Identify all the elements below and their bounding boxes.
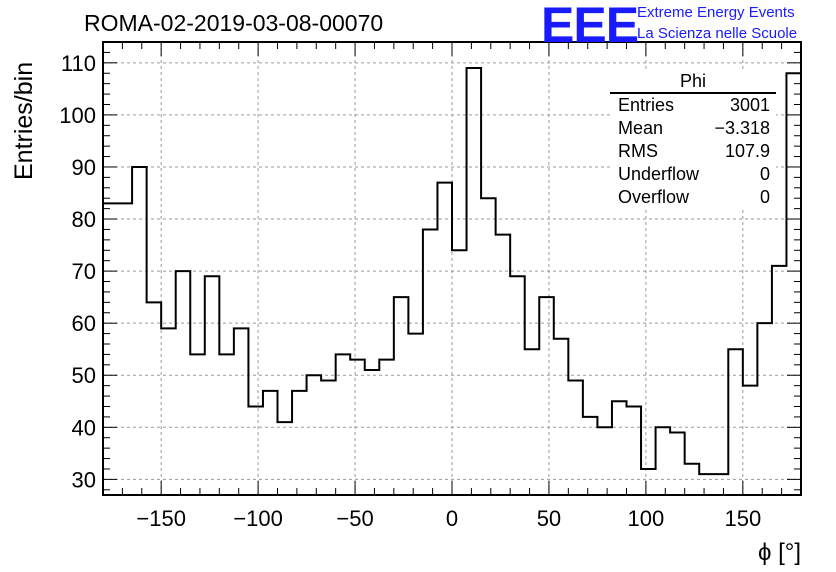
stats-label: RMS <box>618 141 658 161</box>
stats-value: 0 <box>759 187 770 207</box>
axis-ticks <box>102 41 802 495</box>
y-tick-label: 110 <box>61 51 96 76</box>
logo-subtitle-line2: La Scienza nelle Scuole <box>637 25 798 42</box>
histogram-line <box>103 42 802 476</box>
stats-row: Entries 3001 <box>610 94 776 117</box>
stats-row: RMS 107.9 <box>610 140 776 163</box>
logo-subtitle-line1: Extreme Energy Events <box>637 4 795 21</box>
x-tick-label: 150 <box>724 506 761 531</box>
y-tick-label: 40 <box>72 415 96 440</box>
y-tick-labels: 30 40 50 60 70 80 90 100 110 <box>59 51 96 493</box>
stats-box: Phi Entries 3001 Mean −3.318 RMS 107.9 Unde… <box>610 70 776 209</box>
eee-logo: EEE <box>541 0 639 53</box>
y-tick-label: 30 <box>72 467 96 492</box>
stats-label: Overflow <box>618 187 690 207</box>
stats-row: Overflow 0 <box>610 186 776 209</box>
x-axis-label: ϕ [°] <box>758 539 801 566</box>
plot-frame <box>102 41 802 496</box>
x-tick-labels: −150 −100 −50 0 50 100 150 <box>136 506 761 531</box>
stats-label: Mean <box>618 118 664 138</box>
stats-label: Underflow <box>618 164 700 184</box>
x-tick-label: 50 <box>537 506 561 531</box>
y-tick-label: 100 <box>59 103 96 128</box>
stats-row: Mean −3.318 <box>610 117 776 140</box>
y-tick-label: 90 <box>72 155 96 180</box>
x-tick-label: −150 <box>136 506 186 531</box>
stats-row: Underflow 0 <box>610 163 776 186</box>
x-tick-label: 0 <box>446 506 458 531</box>
stats-value: 107.9 <box>724 141 770 161</box>
x-tick-label: 100 <box>628 506 665 531</box>
stats-label: Entries <box>618 95 675 115</box>
chart-title: ROMA-02-2019-03-08-00070 <box>84 10 384 36</box>
y-axis-label: Entries/bin <box>10 62 38 180</box>
stats-value: 3001 <box>729 95 770 115</box>
y-tick-label: 60 <box>72 311 96 336</box>
y-tick-label: 50 <box>72 363 96 388</box>
y-tick-label: 80 <box>72 207 96 232</box>
stats-box-title: Phi <box>610 70 776 94</box>
stats-value: −3.318 <box>714 118 770 138</box>
y-tick-label: 70 <box>72 259 96 284</box>
stats-value: 0 <box>759 164 770 184</box>
x-tick-label: −100 <box>233 506 283 531</box>
x-tick-label: −50 <box>336 506 373 531</box>
